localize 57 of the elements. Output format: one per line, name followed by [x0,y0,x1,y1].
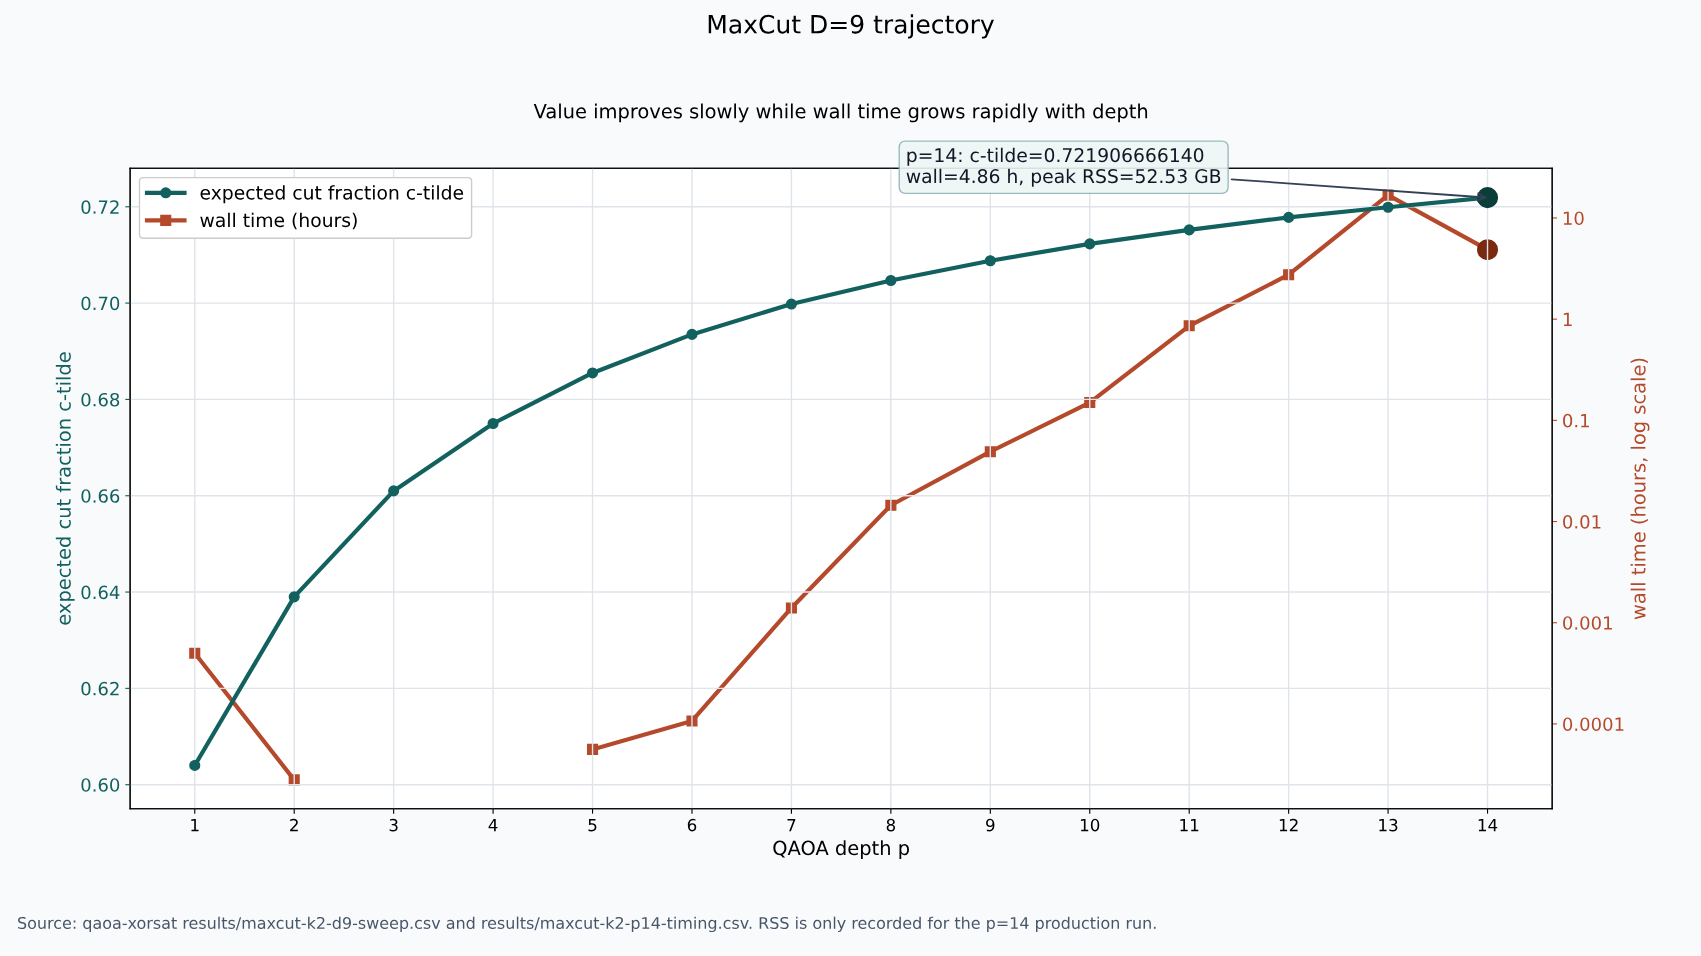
y2-tick-label: 0.0001 [1563,717,1624,732]
y2-tick-label: 0.1 [1563,413,1589,428]
x-tick-label: 13 [1379,818,1398,832]
y2-axis-title: wall time (hours, log scale) [1630,358,1650,620]
point [189,759,201,771]
y-tick-label: 0.68 [81,392,120,407]
x-axis-title: QAOA depth p [773,840,909,859]
x-tick-label: 4 [488,819,498,832]
y-tick-label: 0.66 [81,489,120,503]
source-note: Source: qaoa-xorsat results/maxcut-k2-d9-sweep.csv and results/maxcut-k2-p14-timing.csv. RSS is only recorded for the p=14 production run. [18,916,1156,933]
legend-label: wall time (hours) [200,212,357,230]
y2-tick-label: 1 [1563,312,1572,327]
annotation: p=14: c-tilde=0.721906666140 wall=4.86 h, peak RSS=52.53 GB [906,147,1221,187]
x-tick-label: 10 [1080,818,1100,832]
point [984,255,996,267]
x-tick-label: 14 [1478,819,1498,832]
y2-tick-label: 0.001 [1563,616,1612,630]
point [686,715,698,727]
chart-subtitle: Value improves slowly while wall time grows rapidly with depth [533,103,1148,123]
point [189,647,201,659]
x-tick-label: 2 [290,818,298,832]
y-tick-label: 0.62 [81,681,119,696]
x-tick-label: 9 [986,818,995,832]
legend-label: expected cut fraction c-tilde [200,185,464,204]
point [785,602,797,614]
point [487,417,499,430]
point [1183,224,1195,236]
point [288,591,300,603]
point [984,446,996,458]
y2-tick-label: 10 [1563,211,1584,226]
y-tick-label: 0.70 [81,296,120,311]
point [586,367,599,379]
x-tick-label: 11 [1180,819,1199,832]
x-tick-label: 7 [787,819,796,832]
point [885,274,897,287]
y-axis-title: expected cut fraction c-tilde [55,352,75,625]
point [388,485,400,497]
y-tick-label: 0.72 [81,200,119,214]
x-tick-label: 6 [687,818,697,832]
point [1183,320,1195,332]
chart-title: MaxCut D=9 trajectory [708,14,994,39]
x-tick-label: 5 [588,819,597,832]
y2-tick-label: 0.01 [1563,515,1601,529]
y-tick-label: 0.64 [81,585,120,600]
x-tick-label: 8 [886,818,896,832]
point [1477,239,1499,261]
x-tick-label: 1 [191,819,199,832]
point [686,328,698,340]
point [785,298,797,310]
point [1283,269,1295,281]
point [1382,201,1394,213]
y-tick-label: 0.60 [81,778,120,792]
x-tick-label: 12 [1279,818,1298,832]
point [586,743,599,755]
point [1283,211,1295,223]
x-tick-label: 3 [389,818,398,832]
point [1084,238,1096,250]
